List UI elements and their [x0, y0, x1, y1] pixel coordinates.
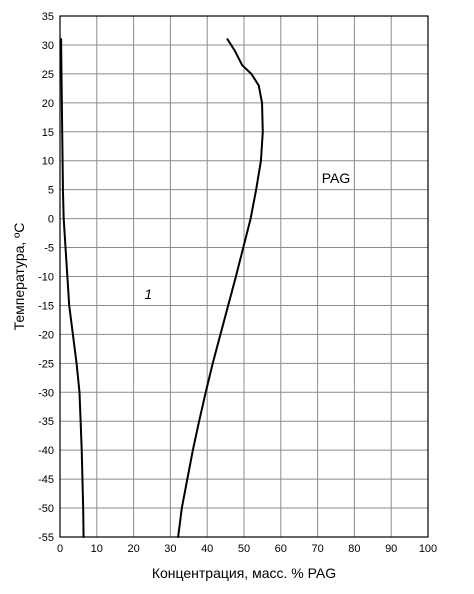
x-tick-label: 100 — [419, 543, 437, 555]
x-tick-label: 80 — [348, 543, 360, 555]
y-tick-label: -25 — [38, 358, 54, 370]
y-tick-label: 25 — [42, 69, 54, 81]
annotation-pag: PAG — [322, 170, 351, 186]
tick-layer: 0 10 20 30 40 50 60 70 80 90 10035302520151050-5-1… — [38, 11, 437, 555]
x-tick-label: 0 — [57, 543, 63, 555]
y-tick-label: 35 — [42, 11, 54, 23]
x-tick-label: 20 — [127, 543, 139, 555]
y-tick-label: 0 — [48, 214, 54, 226]
y-tick-label: 10 — [42, 156, 54, 168]
x-tick-label: 50 — [238, 543, 250, 555]
series-curve-2 — [177, 38, 264, 538]
x-tick-label: 60 — [275, 543, 287, 555]
y-axis-label: Температура, ºC — [11, 223, 27, 331]
plot-frame — [59, 15, 429, 538]
x-tick-label: 70 — [311, 543, 323, 555]
y-tick-label: -5 — [44, 243, 54, 255]
y-tick-label: -15 — [38, 300, 54, 312]
x-axis-label: Концентрация, масс. % PAG — [152, 565, 336, 581]
annotation-1: 1 — [144, 286, 152, 302]
series-layer — [60, 38, 264, 538]
grid-layer — [60, 16, 428, 537]
x-tick-label: 90 — [385, 543, 397, 555]
y-tick-label: -30 — [38, 387, 54, 399]
y-tick-label: -10 — [38, 272, 54, 284]
y-tick-label: 20 — [42, 98, 54, 110]
y-tick-label: 15 — [42, 127, 54, 139]
y-tick-label: -40 — [38, 445, 54, 457]
y-tick-label: -50 — [38, 503, 54, 515]
x-tick-label: 10 — [91, 543, 103, 555]
x-tick-label: 30 — [164, 543, 176, 555]
y-tick-label: 5 — [48, 185, 54, 197]
series-curve-1 — [60, 38, 85, 538]
x-tick-label: 40 — [201, 543, 213, 555]
y-tick-label: 30 — [42, 40, 54, 52]
y-tick-label: -55 — [38, 532, 54, 544]
y-tick-label: -45 — [38, 474, 54, 486]
y-tick-label: -35 — [38, 416, 54, 428]
y-tick-label: -20 — [38, 329, 54, 341]
